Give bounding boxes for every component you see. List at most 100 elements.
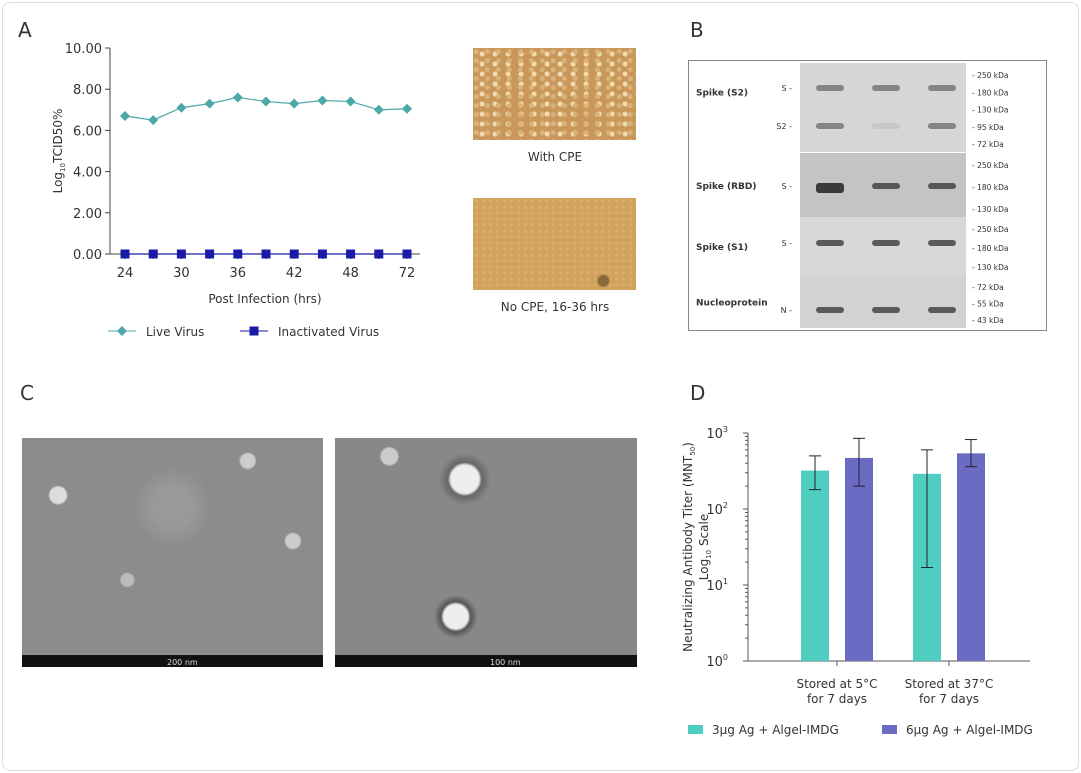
data-point-live: [402, 103, 412, 114]
protein-band: [872, 183, 900, 189]
protein-band: [928, 85, 956, 91]
y-tick-label: 102: [706, 501, 728, 518]
data-point-inactivated: [346, 249, 356, 259]
cpe-photo-with: [473, 48, 636, 140]
blot-strip: [800, 63, 966, 152]
mw-marker: - 180 kDa: [972, 183, 1009, 192]
mw-marker: - 72 kDa: [972, 140, 1004, 149]
data-point-live: [204, 98, 215, 109]
y-tick-label: 8.00: [73, 83, 102, 98]
panel-label-d: D: [690, 381, 706, 405]
y-tick-label: 101: [706, 577, 728, 594]
protein-band: [872, 240, 900, 246]
y-tick-label: 10.00: [65, 42, 102, 57]
panel-label-b: B: [690, 18, 704, 42]
x-tick-label: 42: [286, 266, 303, 281]
band-label: S -: [781, 84, 792, 93]
blot-strip: [800, 275, 966, 328]
data-point-inactivated: [289, 249, 299, 259]
legend-marker: [117, 326, 127, 336]
mw-marker: - 130 kDa: [972, 205, 1009, 214]
mw-marker: - 250 kDa: [972, 71, 1009, 80]
mw-marker: - 130 kDa: [972, 263, 1009, 272]
protein-band: [872, 85, 900, 91]
y-tick-label: 0.00: [73, 248, 102, 263]
scale-label-right: 100 nm: [490, 658, 521, 667]
panel-label-a: A: [18, 18, 32, 42]
data-point-inactivated: [233, 249, 243, 259]
data-point-live: [373, 104, 384, 115]
data-point-live: [317, 95, 328, 106]
blot-row-label: Spike (S1): [696, 243, 748, 253]
mw-marker: - 180 kDa: [972, 88, 1009, 97]
protein-band: [928, 123, 956, 129]
mw-marker: - 43 kDa: [972, 316, 1004, 325]
data-point-live: [176, 102, 187, 113]
bar: [957, 453, 985, 661]
data-point-live: [345, 96, 356, 107]
line-chart-a: 0.00 2.00 4.00 6.00 8.00 10.00 24 30 36 42 48 72 Pos…: [51, 42, 420, 339]
bar: [845, 457, 873, 661]
mw-marker: - 55 kDa: [972, 300, 1004, 309]
legend-label: Inactivated Virus: [278, 325, 379, 339]
bar-chart-d: 100 101 102 103 Neutralizing Antibody Titer …: [681, 425, 1033, 737]
y-tick-label: 2.00: [73, 207, 102, 222]
data-point-inactivated: [120, 249, 130, 259]
legend-swatch: [688, 725, 703, 734]
legend-label: 3μg Ag + Algel-IMDG: [712, 723, 839, 737]
scale-bar-left: [22, 655, 323, 667]
cpe-caption-without: No CPE, 16-36 hrs: [500, 300, 610, 314]
scale-bar-right: [335, 655, 637, 667]
x-tick-label: 48: [342, 266, 359, 281]
y-axis-title: Neutralizing Antibody Titer (MNT50): [681, 442, 697, 652]
blot-row-label: Spike (RBD): [696, 182, 756, 192]
bar: [801, 470, 829, 661]
x-tick-label: 72: [399, 266, 416, 281]
data-point-live: [261, 96, 271, 107]
western-blot: ABCSpike (S2)S -S2 -- 250 kDa- 180 kDa- …: [688, 60, 1047, 331]
y-tick-label: 103: [706, 425, 728, 442]
protein-band: [928, 307, 956, 313]
legend-marker: [249, 326, 259, 336]
band-label: S2 -: [776, 122, 792, 131]
blot-row-label: Spike (S2): [696, 89, 748, 99]
protein-band: [928, 183, 956, 189]
protein-band: [872, 307, 900, 313]
protein-band: [872, 123, 900, 129]
protein-band: [816, 307, 844, 313]
x-tick-label: 24: [117, 266, 134, 281]
data-point-inactivated: [205, 249, 215, 259]
legend-label: Live Virus: [146, 325, 204, 339]
protein-band: [816, 123, 844, 129]
mw-marker: - 180 kDa: [972, 244, 1009, 253]
x-tick-label: for 7 days: [919, 692, 979, 706]
x-tick-label: for 7 days: [807, 692, 867, 706]
mw-marker: - 250 kDa: [972, 225, 1009, 234]
panel-label-c: C: [20, 381, 34, 405]
blot-row-label: Nucleoprotein: [696, 299, 768, 309]
em-micrograph-left: 200 nm: [22, 438, 323, 667]
protein-band: [816, 240, 844, 246]
em-micrograph-right: 100 nm: [335, 438, 637, 667]
data-point-inactivated: [176, 249, 186, 259]
x-tick-label: Stored at 5°C: [796, 677, 877, 691]
legend-label: 6μg Ag + Algel-IMDG: [906, 723, 1033, 737]
data-point-inactivated: [374, 249, 384, 259]
x-tick-label: 36: [230, 266, 247, 281]
x-tick-label: 30: [173, 266, 190, 281]
cpe-caption-with: With CPE: [527, 150, 583, 164]
cpe-photo-without: [473, 198, 636, 290]
band-label: S -: [781, 239, 792, 248]
y-axis-title: Log10TCID50%: [51, 109, 67, 194]
y-tick-label: 4.00: [73, 166, 102, 181]
y-tick-label: 6.00: [73, 124, 102, 139]
mw-marker: - 72 kDa: [972, 283, 1004, 292]
y-axis-title-line2: Log10 Scale: [697, 514, 713, 580]
data-point-inactivated: [261, 249, 271, 259]
scale-label-left: 200 nm: [167, 658, 198, 667]
legend-swatch: [882, 725, 897, 734]
data-point-inactivated: [317, 249, 327, 259]
data-point-live: [232, 92, 243, 103]
mw-marker: - 250 kDa: [972, 161, 1009, 170]
